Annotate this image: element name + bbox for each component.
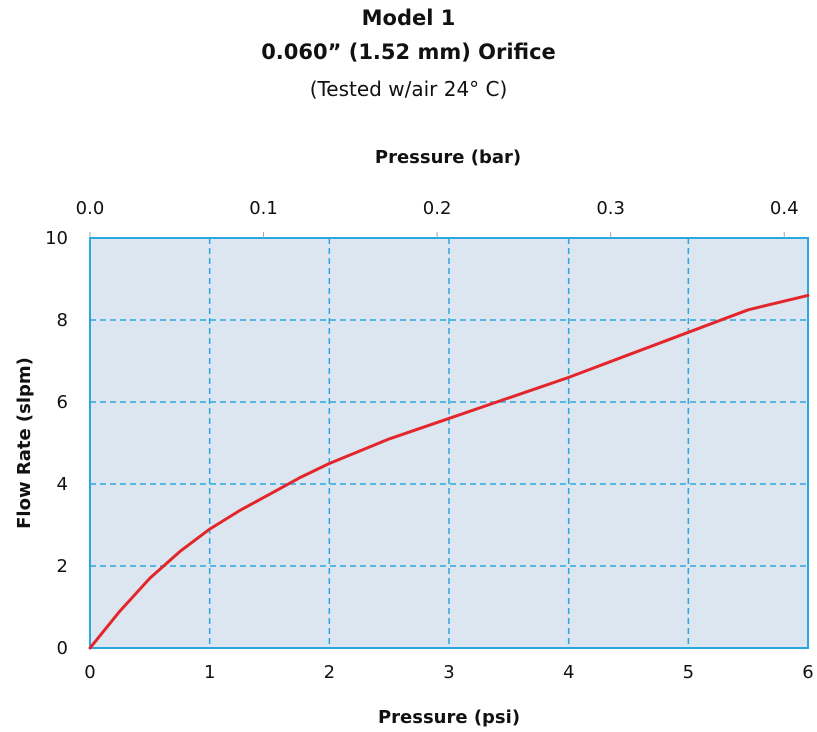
y-tick-label: 0 (57, 638, 68, 659)
chart-note: (Tested w/air 24° C) (309, 77, 508, 101)
y-tick-label: 10 (45, 228, 68, 249)
x2-tick-label: 0.1 (249, 198, 278, 219)
flow-rate-line (88, 293, 810, 650)
x2-tick-label: 0.0 (76, 198, 105, 219)
x-tick-label: 4 (563, 662, 574, 683)
x-tick-label: 5 (683, 662, 694, 683)
x2-tick-label: 0.3 (596, 198, 625, 219)
y-tick-label: 6 (57, 392, 68, 413)
axis-ticks: 0 1 2 3 4 5 6 0 2 4 6 8 10 0.0 0.1 0.2 0.3 0.4 (45, 198, 814, 683)
y-axis-label: Flow Rate (slpm) (14, 357, 35, 529)
x-tick-label: 2 (324, 662, 335, 683)
x-tick-label: 6 (802, 662, 813, 683)
x-tick-label: 1 (204, 662, 215, 683)
x-axis-label: Pressure (psi) (378, 707, 520, 728)
x-tick-label: 3 (443, 662, 454, 683)
x2-axis-label: Pressure (bar) (375, 147, 521, 168)
chart-subtitle: 0.060” (1.52 mm) Orifice (261, 40, 556, 64)
series-group (88, 293, 810, 650)
grid-lines (90, 238, 808, 648)
chart-title: Model 1 (361, 6, 456, 30)
x2-tick-label: 0.4 (770, 198, 799, 219)
y-tick-label: 4 (57, 474, 68, 495)
y-tick-label: 2 (57, 556, 68, 577)
x2-tick-label: 0.2 (423, 198, 452, 219)
y-tick-label: 8 (57, 310, 68, 331)
x-tick-label: 0 (84, 662, 95, 683)
